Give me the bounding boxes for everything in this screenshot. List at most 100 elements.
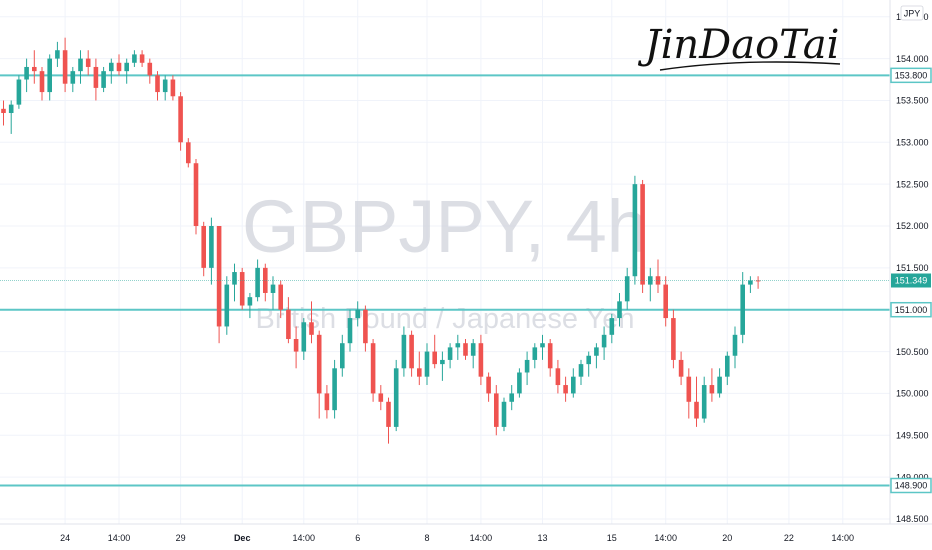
candle-body bbox=[440, 359, 445, 365]
candle-up bbox=[632, 175, 638, 285]
candle-up bbox=[301, 318, 307, 360]
candle-body bbox=[393, 368, 399, 427]
level-badge-label: 151.000 bbox=[895, 305, 928, 315]
watermark-title: GBPJPY, 4h bbox=[242, 185, 648, 268]
candle-down bbox=[1, 100, 6, 126]
candle-body bbox=[293, 339, 299, 352]
candle-up bbox=[340, 334, 345, 377]
candle-body bbox=[501, 401, 507, 427]
candle-body bbox=[232, 272, 237, 285]
candle-up bbox=[732, 326, 738, 369]
candle-body bbox=[124, 62, 129, 72]
candle-body bbox=[78, 58, 83, 72]
candle-body bbox=[132, 54, 137, 63]
y-tick-label: 149.500 bbox=[896, 430, 929, 440]
candle-body bbox=[309, 322, 314, 335]
candle-body bbox=[370, 343, 376, 394]
candle-body bbox=[270, 284, 276, 293]
candle-down bbox=[494, 385, 499, 436]
candle-up bbox=[101, 66, 106, 93]
y-tick-label: 153.000 bbox=[896, 138, 929, 148]
candle-body bbox=[239, 272, 245, 306]
candle-body bbox=[547, 343, 553, 369]
candle-body bbox=[424, 351, 430, 377]
candle-body bbox=[347, 318, 353, 344]
candle-body bbox=[532, 347, 538, 360]
candle-body bbox=[632, 184, 638, 277]
x-tick-label: 20 bbox=[722, 533, 732, 543]
candle-up bbox=[224, 276, 230, 335]
candle-down bbox=[201, 221, 206, 277]
candle-body bbox=[671, 318, 676, 360]
candle-body bbox=[486, 376, 491, 394]
candle-up bbox=[725, 351, 730, 386]
candle-body bbox=[524, 359, 530, 373]
candle-down bbox=[116, 54, 122, 76]
candle-up bbox=[55, 41, 60, 67]
candle-down bbox=[39, 66, 45, 101]
candle-body bbox=[340, 343, 345, 369]
candle-down bbox=[478, 334, 484, 386]
candle-up bbox=[70, 66, 76, 93]
level-badge bbox=[890, 477, 932, 494]
candle-body bbox=[170, 79, 176, 97]
candle-body bbox=[355, 309, 360, 319]
level-badge bbox=[890, 67, 932, 84]
signature: JinDaoTai bbox=[638, 22, 841, 71]
candle-down bbox=[363, 305, 368, 352]
time-scale[interactable]: 24 14:00 29 Dec 14:00 6 8 14:00 13 15 14:00 20 22 14:… bbox=[0, 523, 932, 543]
candle-body bbox=[85, 58, 91, 67]
x-tick-label: 24 bbox=[60, 533, 70, 543]
candle-body bbox=[193, 163, 199, 227]
candles bbox=[1, 37, 761, 444]
candle-up bbox=[78, 50, 83, 84]
candle-body bbox=[401, 334, 407, 369]
candle-body bbox=[363, 309, 368, 344]
last-price-label: 151.349 bbox=[895, 276, 928, 286]
candle-body bbox=[417, 368, 422, 377]
price-scale[interactable]: 154.500154.000153.500153.000152.500152.0… bbox=[889, 0, 932, 524]
candle-body bbox=[755, 280, 761, 282]
y-tick-label: 152.000 bbox=[896, 221, 929, 231]
candle-body bbox=[201, 226, 206, 268]
currency-label[interactable]: JPY bbox=[900, 5, 924, 21]
candle-up bbox=[332, 359, 337, 419]
candle-down bbox=[216, 226, 222, 344]
candle-body bbox=[594, 347, 599, 356]
candle-body bbox=[624, 276, 630, 302]
candle-body bbox=[224, 284, 230, 327]
x-tick-label: 22 bbox=[784, 533, 794, 543]
candle-down bbox=[378, 385, 384, 411]
candle-body bbox=[155, 75, 160, 93]
candle-body bbox=[663, 284, 668, 319]
candle-up bbox=[24, 58, 29, 93]
x-axis-ticks: 24 14:00 29 Dec 14:00 6 8 14:00 13 15 14:00 20 22 14:… bbox=[60, 533, 854, 543]
candle-up bbox=[109, 58, 114, 84]
candle-down bbox=[193, 159, 199, 235]
candle-body bbox=[494, 393, 499, 427]
candle-down bbox=[278, 280, 283, 319]
candle-body bbox=[386, 401, 391, 427]
candle-up bbox=[509, 385, 514, 411]
candle-up bbox=[524, 351, 530, 386]
candle-down bbox=[671, 309, 676, 369]
candle-body bbox=[686, 376, 692, 402]
candle-body bbox=[732, 334, 738, 356]
candle-up bbox=[470, 339, 476, 369]
candle-down bbox=[324, 385, 330, 419]
candle-up bbox=[740, 272, 745, 344]
candle-body bbox=[447, 347, 453, 360]
candle-up bbox=[701, 376, 707, 423]
currency-box bbox=[900, 5, 924, 21]
y-tick-label: 153.500 bbox=[896, 96, 929, 106]
x-tick-label: 14:00 bbox=[832, 533, 855, 543]
candle-up bbox=[247, 292, 253, 319]
candle-up bbox=[532, 343, 538, 369]
candle-up bbox=[424, 343, 430, 386]
candle-up bbox=[270, 276, 276, 310]
candle-body bbox=[555, 368, 561, 386]
y-tick-label: 150.500 bbox=[896, 347, 929, 357]
x-tick-label: 13 bbox=[537, 533, 547, 543]
candle-up bbox=[132, 50, 137, 67]
candle-body bbox=[263, 267, 268, 293]
